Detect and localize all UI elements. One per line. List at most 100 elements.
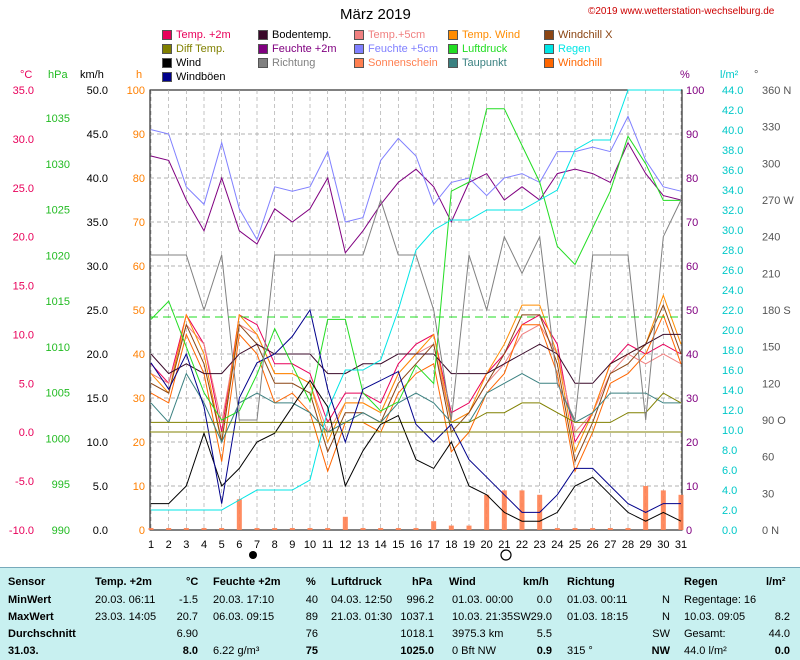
axis-unit-direction: ° xyxy=(754,69,758,81)
sunshine-bar xyxy=(307,528,313,530)
axis-tick-rain: 8.0 xyxy=(722,445,737,457)
header-temp-unit: °C xyxy=(186,576,199,588)
summary-cell-label: MinWert xyxy=(8,594,52,606)
legend-item: Sonnenschein xyxy=(354,57,438,69)
axis-tick-humidity: 60 xyxy=(686,261,698,273)
legend-label: Diff Temp. xyxy=(176,43,226,55)
series-line-bodentemp- xyxy=(150,333,681,384)
axis-unit-pressure: hPa xyxy=(48,69,68,81)
x-tick-label: 22 xyxy=(516,539,528,551)
summary-cell-hum-val: 89 xyxy=(305,611,318,623)
series-line-taupunkt xyxy=(150,372,681,444)
axis-tick-direction: 30 xyxy=(762,488,774,500)
axis-tick-rain: 22.0 xyxy=(722,305,743,317)
axis-tick-temp: -5.0 xyxy=(15,476,34,488)
legend-swatch xyxy=(162,30,172,40)
x-tick-label: 17 xyxy=(428,539,440,551)
axis-tick-direction: 240 xyxy=(762,232,780,244)
axis-tick-humidity: 0 xyxy=(686,525,692,537)
sunshine-bar xyxy=(572,528,578,530)
legend-item: Wind xyxy=(162,57,201,69)
axis-tick-rain: 10.0 xyxy=(722,425,743,437)
axis-tick-wind: 35.0 xyxy=(87,217,108,229)
legend-swatch xyxy=(258,30,268,40)
axis-tick-direction: 90 O xyxy=(762,415,786,427)
axis-tick-rain: 40.0 xyxy=(722,125,743,137)
axis-unit-sun: h xyxy=(136,69,142,81)
summary-cell-hum-time: 06.03. 09:15 xyxy=(213,611,275,623)
legend-swatch xyxy=(354,30,364,40)
axis-tick-humidity: 100 xyxy=(686,85,704,97)
axis-tick-rain: 24.0 xyxy=(722,285,743,297)
axis-tick-pressure: 1000 xyxy=(46,433,70,445)
x-tick-label: 30 xyxy=(657,539,669,551)
sunshine-bar xyxy=(501,490,507,530)
axis-tick-direction: 180 S xyxy=(762,305,791,317)
header-wind-unit: km/h xyxy=(523,576,549,588)
axis-tick-pressure: 995 xyxy=(52,479,70,491)
legend-label: Taupunkt xyxy=(462,57,507,69)
header-humidity-unit: % xyxy=(306,576,316,588)
sunshine-bar xyxy=(643,486,649,530)
axis-tick-pressure: 1030 xyxy=(46,159,70,171)
axis-tick-temp: 15.0 xyxy=(13,281,34,293)
legend-item: Windchill xyxy=(544,57,602,69)
summary-cell-press-time: 04.03. 12:50 xyxy=(331,594,393,606)
summary-cell-wind-time: 01.03. 00:00 xyxy=(452,594,514,606)
summary-cell-label: Durchschnitt xyxy=(8,628,76,640)
axis-tick-rain: 38.0 xyxy=(722,145,743,157)
copyright-link[interactable]: ©2019 www.wetterstation-wechselburg.de xyxy=(588,6,775,17)
legend-swatch xyxy=(354,58,364,68)
legend-swatch xyxy=(544,58,554,68)
legend-label: Richtung xyxy=(272,57,316,69)
sunshine-bar xyxy=(484,494,490,530)
axis-tick-pressure: 990 xyxy=(52,525,70,537)
axis-tick-pressure: 1035 xyxy=(46,113,70,125)
axis-tick-sun: 10 xyxy=(133,481,145,493)
series-line-wind xyxy=(151,379,682,522)
summary-cell-temp-val: 20.7 xyxy=(176,611,198,623)
legend-item: Temp. +2m xyxy=(162,29,231,41)
header-rain: Regen xyxy=(684,576,718,588)
x-tick-label: 25 xyxy=(569,539,581,551)
axis-tick-sun: 50 xyxy=(133,305,145,317)
legend-item: Regen xyxy=(544,43,590,55)
axis-tick-sun: 80 xyxy=(133,173,145,185)
x-tick-label: 16 xyxy=(410,539,422,551)
axis-unit-humidity: % xyxy=(680,69,690,81)
summary-cell-label: 31.03. xyxy=(8,645,39,657)
legend-item: Bodentemp. xyxy=(258,29,331,41)
x-tick-label: 6 xyxy=(236,539,242,551)
summary-cell-rain-label: 10.03. 09:05 xyxy=(684,611,746,623)
x-tick-label: 29 xyxy=(640,539,652,551)
legend-swatch xyxy=(448,44,458,54)
axis-tick-wind: 50.0 xyxy=(87,85,108,97)
legend-label: Regen xyxy=(558,43,591,55)
sunshine-bar xyxy=(660,490,666,530)
sunshine-bar xyxy=(395,528,401,530)
sunshine-bar xyxy=(554,528,560,530)
legend-swatch xyxy=(162,58,172,68)
legend-label: Feuchte +2m xyxy=(272,43,337,55)
summary-cell-dir-val: N xyxy=(662,594,670,606)
x-tick-label: 10 xyxy=(304,539,316,551)
axis-tick-temp: 5.0 xyxy=(19,378,34,390)
axis-tick-humidity: 50 xyxy=(686,305,698,317)
axis-tick-direction: 60 xyxy=(762,452,774,464)
summary-cell-hum-time: 6.22 g/m³ xyxy=(213,645,260,657)
legend-label: Windchill xyxy=(558,57,603,69)
chart-title: März 2019 xyxy=(340,6,411,23)
x-tick-label: 2 xyxy=(166,539,172,551)
axis-tick-sun: 70 xyxy=(133,217,145,229)
axis-tick-pressure: 1020 xyxy=(46,250,70,262)
sunshine-bar xyxy=(148,528,154,530)
summary-cell-temp-time: 23.03. 14:05 xyxy=(95,611,157,623)
sunshine-bar xyxy=(342,516,348,530)
axis-tick-temp: 10.0 xyxy=(13,329,34,341)
sunshine-bar xyxy=(166,528,172,530)
axis-tick-rain: 6.0 xyxy=(722,465,737,477)
axis-tick-wind: 5.0 xyxy=(93,481,108,493)
axis-tick-rain: 0.0 xyxy=(722,525,737,537)
summary-cell-dir-time: 01.03. 00:11 xyxy=(567,594,628,606)
summary-cell-press-val: 1025.0 xyxy=(400,645,434,657)
